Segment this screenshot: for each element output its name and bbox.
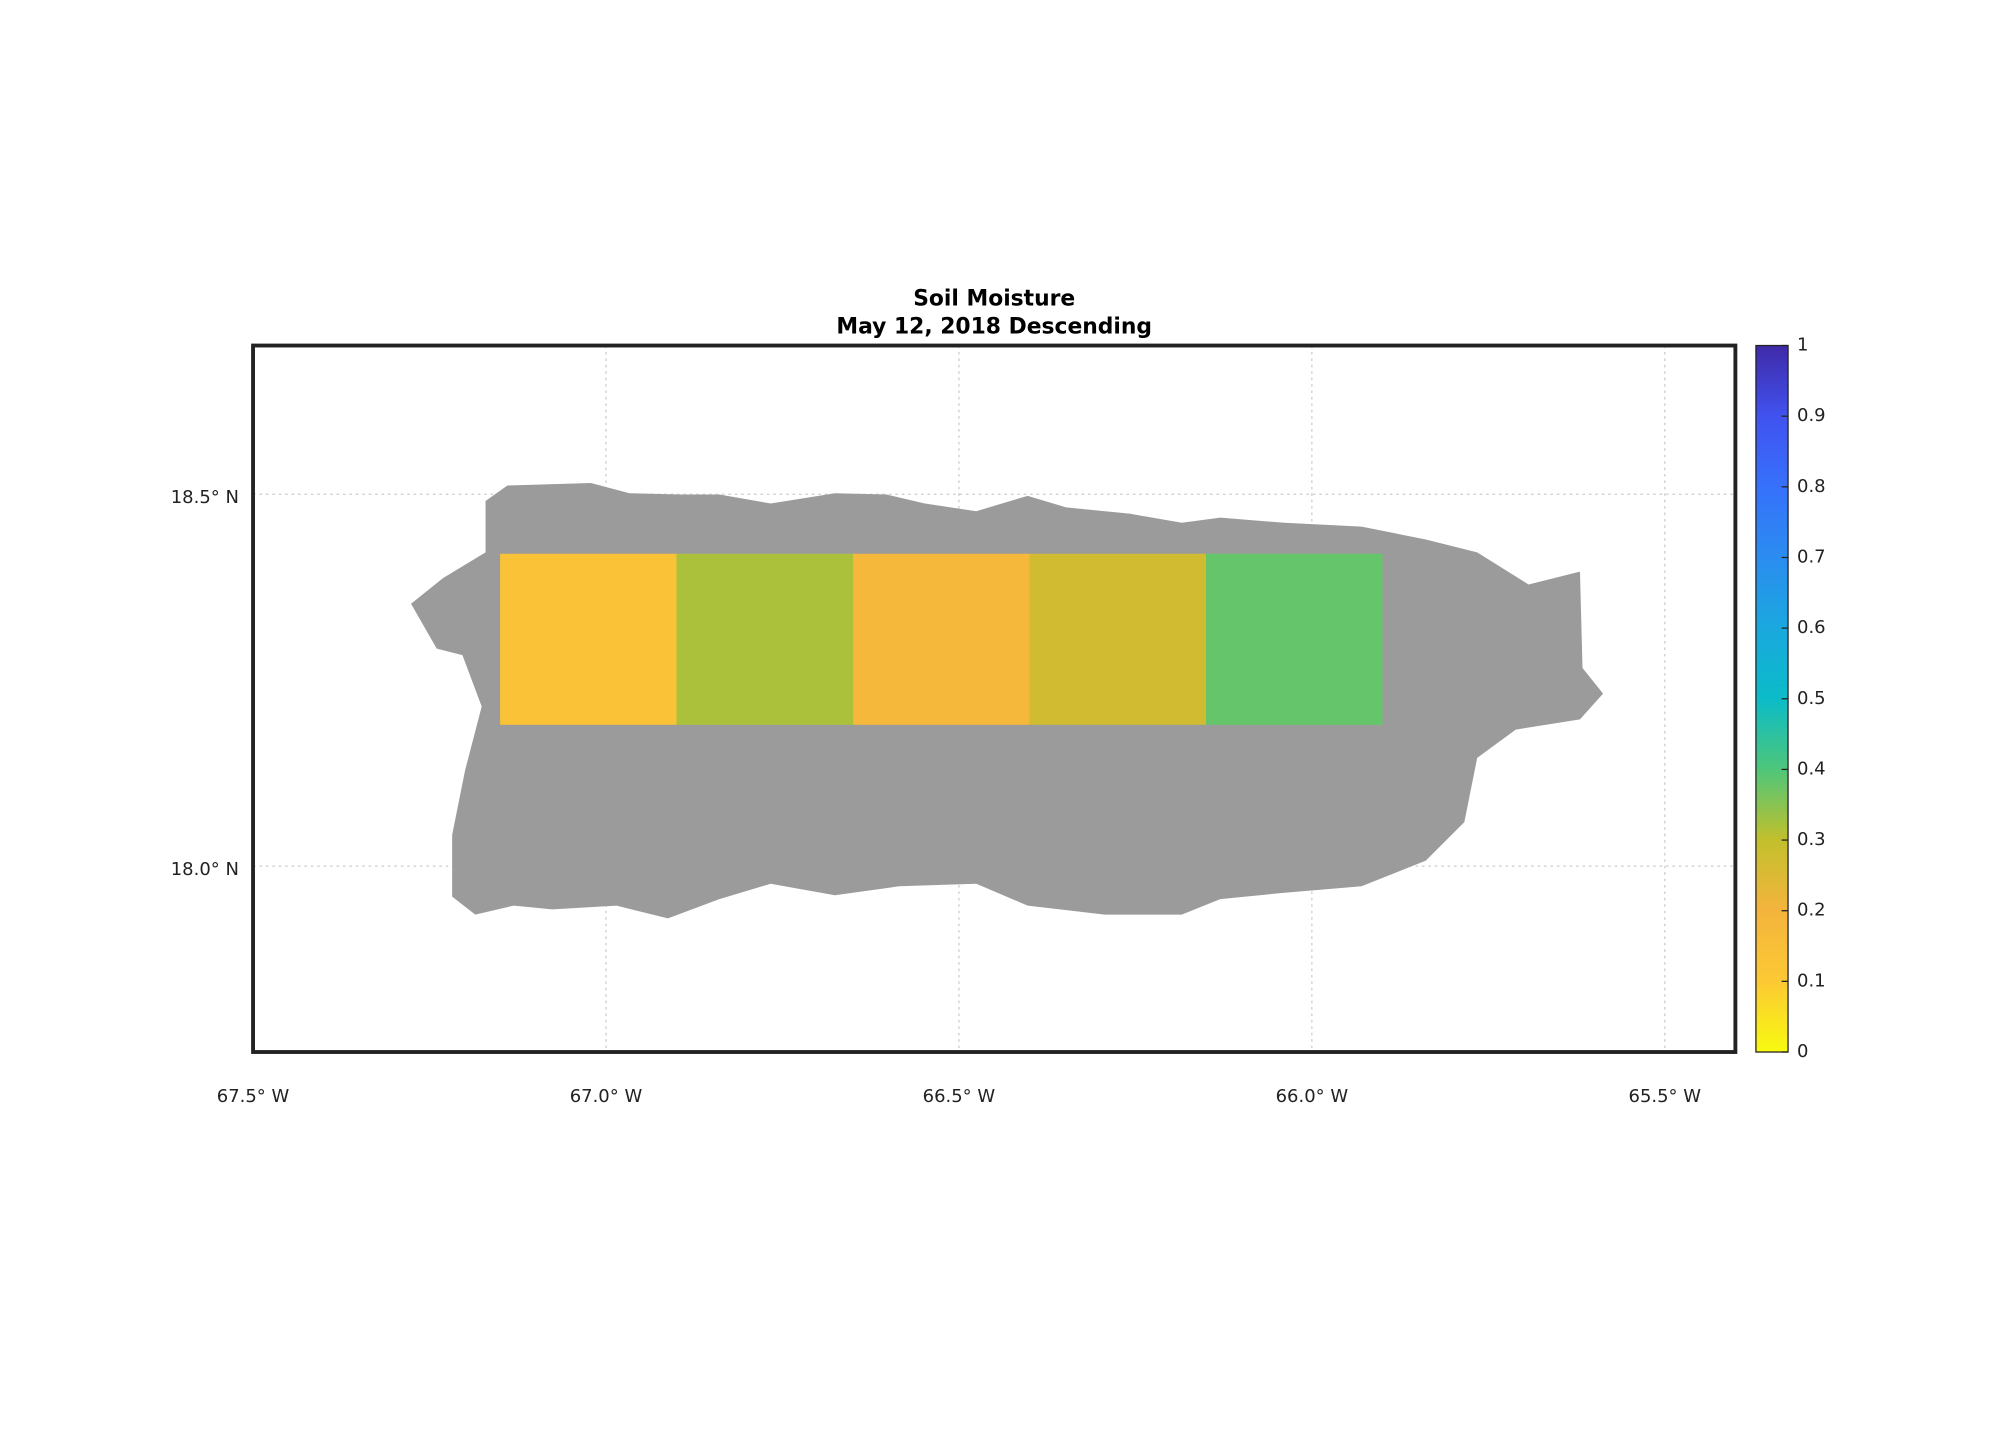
chart-subtitle: May 12, 2018 Descending bbox=[836, 315, 1152, 340]
y-tick-label: 18.5° N bbox=[171, 487, 239, 508]
plot-frame bbox=[251, 343, 1738, 1054]
colorbar-tick-label: 0.3 bbox=[1797, 829, 1826, 850]
colorbar-tick-label: 0.4 bbox=[1797, 758, 1826, 779]
colorbar-tick-label: 0.2 bbox=[1797, 900, 1826, 921]
colorbar-tick-label: 0.5 bbox=[1797, 688, 1826, 709]
data-cell bbox=[500, 553, 677, 725]
colorbar-tick-label: 0.1 bbox=[1797, 970, 1826, 991]
colorbar-tick-label: 0.6 bbox=[1797, 617, 1826, 638]
colorbar-tick-label: 0 bbox=[1797, 1041, 1808, 1062]
data-cell bbox=[853, 553, 1030, 725]
x-tick-label: 67.5° W bbox=[217, 1086, 290, 1107]
data-cell bbox=[1029, 553, 1206, 725]
y-tick-label: 18.0° N bbox=[171, 859, 239, 880]
colorbar-tick-label: 1 bbox=[1797, 335, 1808, 356]
cells bbox=[500, 553, 1383, 725]
colorbar-tick-label: 0.9 bbox=[1797, 405, 1826, 426]
data-cell bbox=[1205, 553, 1383, 725]
data-cell bbox=[676, 553, 854, 725]
x-tick-label: 66.5° W bbox=[923, 1086, 996, 1107]
colorbar-tick-label: 0.7 bbox=[1797, 546, 1826, 567]
chart-title: Soil Moisture bbox=[913, 286, 1075, 311]
x-tick-label: 65.5° W bbox=[1629, 1086, 1702, 1107]
x-tick-label: 67.0° W bbox=[570, 1086, 643, 1107]
x-tick-label: 66.0° W bbox=[1276, 1086, 1349, 1107]
colorbar-tick-label: 0.8 bbox=[1797, 476, 1826, 497]
